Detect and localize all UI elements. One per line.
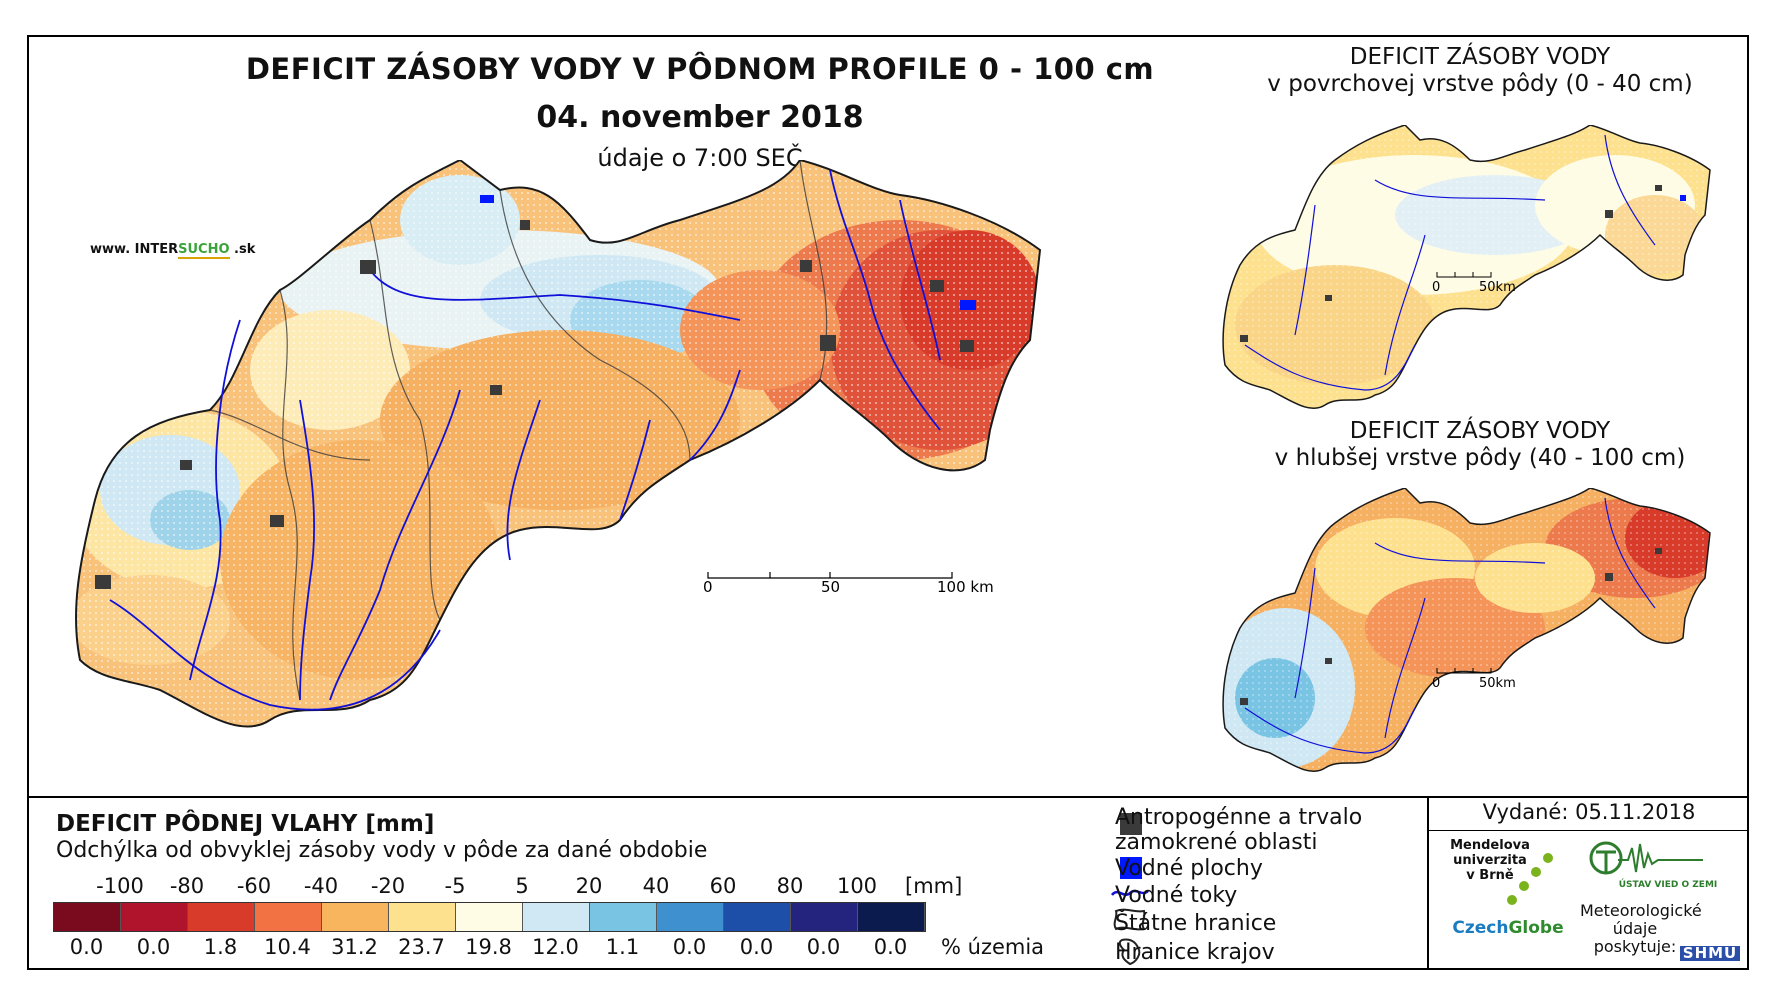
czechglobe-part1: Czech: [1452, 918, 1509, 938]
website-highlight: SUCHO: [178, 242, 230, 259]
colorbar-tick-label: -100: [96, 874, 144, 898]
legend-water-bodies: Vodné plochy: [1115, 856, 1263, 881]
region-border-icon: [1118, 938, 1141, 966]
colorbar-swatch: [724, 903, 791, 931]
inset-bottom-title-line2: v hlubšej vrstve pôdy (40 - 100 cm): [1274, 445, 1686, 471]
uvz-logo-icon: [1589, 841, 1703, 875]
main-map: 0 50 100 km: [74, 160, 1042, 728]
colorbar-swatch: [657, 903, 724, 931]
colorbar-swatch: [590, 903, 657, 931]
colorbar-swatch: [791, 903, 858, 931]
legend-region-border: Hranice krajov: [1115, 940, 1275, 965]
uvz-logo: ÚSTAV VIED O ZEMI: [1618, 880, 1718, 890]
meteo-provider: Meteorologické údaje poskytuje:: [1580, 901, 1702, 956]
colorbar-tick-label: 5: [515, 874, 529, 898]
inset-bottom-title: DEFICIT ZÁSOBY VODY v hlubšej vrstve pôd…: [1220, 418, 1740, 472]
colorbar-tick-label: 40: [642, 874, 670, 898]
legend-panel: [27, 796, 1749, 970]
urban-symbol-icon: [1120, 813, 1142, 835]
legend-subtitle: Odchýlka od obvyklej zásoby vody v pôde …: [56, 838, 708, 863]
colorbar-tick-label: -20: [370, 874, 406, 898]
map-date: 04. november 2018: [536, 100, 864, 135]
colorbar-swatch: [322, 903, 389, 931]
inset-bottom-scale-50: 50km: [1479, 676, 1516, 691]
colorbar-percentage: 10.4: [264, 935, 311, 959]
colorbar-percentage: 23.7: [398, 935, 445, 959]
colorbar-percentage: 19.8: [465, 935, 512, 959]
czechglobe-logo: CzechGlobe: [1448, 918, 1568, 938]
legend-state-border: Štátne hranice: [1115, 911, 1277, 936]
issued-date: Vydané: 05.11.2018: [1482, 800, 1696, 824]
colorbar-tick-label: 60: [709, 874, 737, 898]
colorbar-percentage: 1.8: [203, 935, 238, 959]
colorbar-tick-label: 100: [836, 874, 878, 898]
legend-title: DEFICIT PÔDNEJ VLAHY [mm]: [56, 811, 435, 837]
inset-map-bottom: 0 50km: [1222, 488, 1711, 773]
page-title: DEFICIT ZÁSOBY VODY V PÔDNOM PROFILE 0 -…: [245, 52, 1155, 86]
time-note: údaje o 7:00 SEČ: [597, 144, 803, 172]
colorbar-tick-label: -40: [303, 874, 339, 898]
colorbar-swatch: [389, 903, 456, 931]
state-border-icon: [1113, 908, 1146, 931]
inset-top-title: DEFICIT ZÁSOBY VODY v povrchovej vrstve …: [1220, 44, 1740, 98]
colorbar-tick-label: -60: [236, 874, 272, 898]
colorbar-tick-label: 20: [575, 874, 603, 898]
water-symbol-icon: [1120, 857, 1142, 879]
main-scale-100: 100 km: [937, 578, 994, 596]
inset-top-scale-0: 0: [1432, 280, 1440, 295]
legend-anthropogenic: Antropogénne a trvalo zamokrené oblasti: [1115, 805, 1363, 855]
website-link[interactable]: www. INTERSUCHO .sk: [90, 242, 256, 259]
percent-label: % územia: [941, 935, 1045, 959]
inset-top-scale-50: 50km: [1479, 280, 1516, 295]
inset-map-top: 0 50km: [1222, 125, 1711, 410]
colorbar-percentage: 0.0: [69, 935, 104, 959]
colorbar-swatch: [188, 903, 255, 931]
shmu-logo: SHMÚ: [1680, 946, 1740, 961]
mendel-dots-icon: [1507, 853, 1553, 905]
river-symbol-icon: [1111, 889, 1149, 896]
colorbar-percentage: 0.0: [672, 935, 707, 959]
colorbar-swatch: [255, 903, 322, 931]
inset-top-title-line2: v povrchovej vrstve pôdy (0 - 40 cm): [1267, 71, 1693, 97]
legend-separator: [1427, 796, 1429, 970]
legend-colorbar: [53, 902, 926, 932]
inset-top-title-line1: DEFICIT ZÁSOBY VODY: [1349, 44, 1611, 70]
colorbar-tick-label: -80: [169, 874, 205, 898]
colorbar-percentage: 1.1: [605, 935, 640, 959]
inset-bottom-scale-0: 0: [1432, 676, 1440, 691]
issued-divider: [1429, 830, 1749, 831]
colorbar-swatch: [456, 903, 523, 931]
colorbar-percentage: 0.0: [873, 935, 908, 959]
colorbar-swatch: [523, 903, 590, 931]
legend-unit: [mm]: [905, 874, 963, 898]
colorbar-percentage: 31.2: [331, 935, 378, 959]
colorbar-percentage: 0.0: [739, 935, 774, 959]
website-suffix: .sk: [229, 242, 256, 257]
mendel-logo: Mendelova univerzita v Brně: [1450, 838, 1530, 883]
main-scale-50: 50: [821, 578, 840, 596]
legend-rivers: Vodné toky: [1115, 883, 1238, 908]
colorbar-swatch: [858, 903, 925, 931]
main-scale-0: 0: [703, 578, 713, 596]
colorbar-percentage: 0.0: [136, 935, 171, 959]
inset-bottom-title-line1: DEFICIT ZÁSOBY VODY: [1349, 418, 1611, 444]
colorbar-swatch: [121, 903, 188, 931]
colorbar-tick-label: 80: [776, 874, 804, 898]
colorbar-percentage: 0.0: [806, 935, 841, 959]
colorbar-percentage: 12.0: [532, 935, 579, 959]
website-prefix: www. INTER: [90, 242, 179, 257]
czechglobe-part2: Globe: [1508, 918, 1564, 938]
colorbar-swatch: [54, 903, 121, 931]
colorbar-tick-label: -5: [444, 874, 466, 898]
